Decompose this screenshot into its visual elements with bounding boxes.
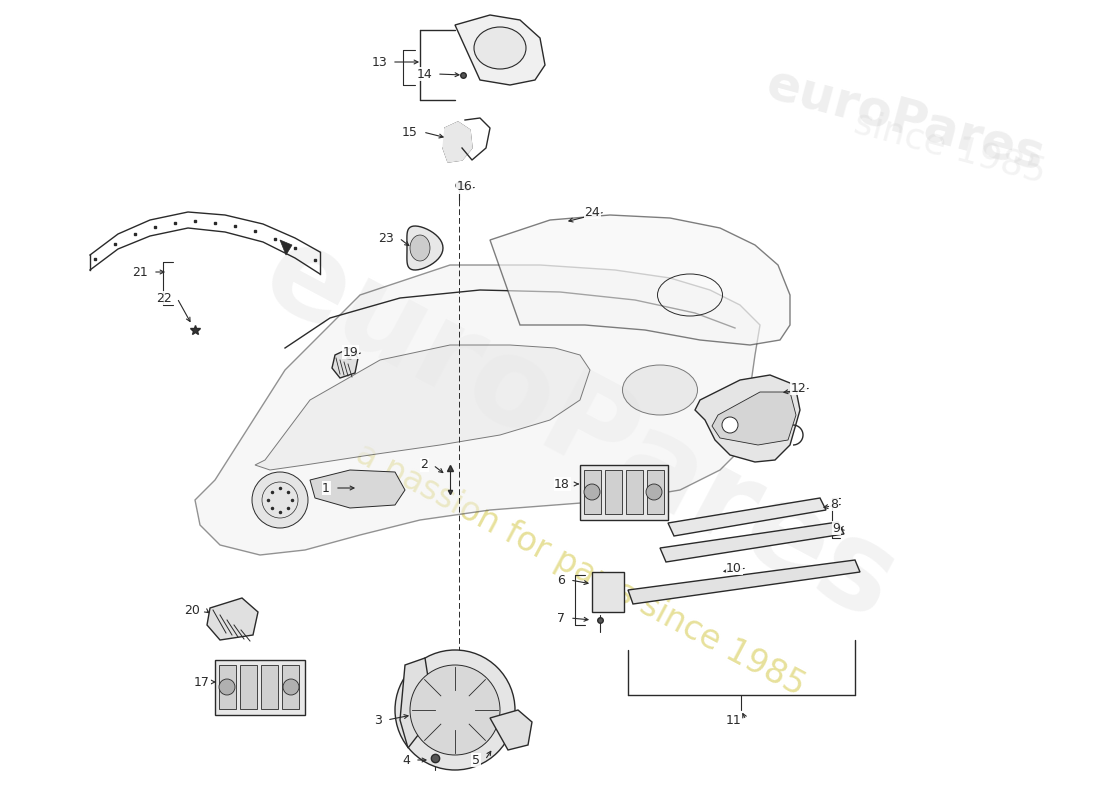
Text: 12: 12 (790, 382, 806, 394)
Bar (214, 660, 305, 715)
Bar (584, 470, 601, 514)
Text: 17: 17 (194, 675, 210, 689)
Bar (647, 470, 664, 514)
Text: 19: 19 (342, 346, 358, 358)
Polygon shape (668, 498, 826, 536)
Text: 9: 9 (832, 522, 840, 534)
Polygon shape (455, 15, 544, 85)
Text: 20: 20 (184, 603, 200, 617)
Text: a passion for parts since 1985: a passion for parts since 1985 (350, 437, 811, 703)
Bar (219, 665, 236, 709)
Bar (240, 665, 257, 709)
Circle shape (395, 650, 515, 770)
Text: 16: 16 (456, 181, 472, 194)
Text: 6: 6 (557, 574, 565, 586)
Circle shape (584, 484, 600, 500)
Text: 21: 21 (132, 266, 148, 278)
Ellipse shape (623, 365, 697, 415)
Text: 11: 11 (725, 714, 741, 726)
Ellipse shape (474, 27, 526, 69)
Bar (580, 465, 668, 520)
Polygon shape (280, 240, 292, 255)
Polygon shape (695, 375, 800, 462)
Text: 2: 2 (420, 458, 428, 471)
Bar (261, 665, 278, 709)
Bar (605, 470, 621, 514)
Text: 14: 14 (416, 67, 432, 81)
Text: since 1985: since 1985 (850, 105, 1050, 189)
Circle shape (252, 472, 308, 528)
Text: 1: 1 (322, 482, 330, 494)
Text: euroPares: euroPares (244, 214, 916, 646)
Text: 15: 15 (403, 126, 418, 138)
Text: 4: 4 (403, 754, 410, 766)
Polygon shape (310, 470, 405, 508)
Bar (282, 665, 299, 709)
Circle shape (410, 665, 500, 755)
Text: 10: 10 (726, 562, 742, 574)
Polygon shape (195, 265, 760, 555)
Text: 7: 7 (557, 611, 565, 625)
Text: euroPares: euroPares (761, 60, 1050, 180)
Text: 18: 18 (554, 478, 570, 490)
Text: 13: 13 (372, 55, 387, 69)
Polygon shape (490, 215, 790, 345)
Polygon shape (712, 392, 796, 445)
Text: 22: 22 (156, 291, 172, 305)
Bar (626, 470, 644, 514)
Polygon shape (400, 658, 430, 748)
Bar (592, 572, 624, 612)
Polygon shape (207, 598, 258, 640)
Text: 24: 24 (584, 206, 600, 218)
Polygon shape (410, 235, 430, 261)
Text: 23: 23 (378, 231, 394, 245)
Polygon shape (255, 345, 590, 470)
Circle shape (219, 679, 235, 695)
Polygon shape (443, 122, 472, 162)
Text: 3: 3 (374, 714, 382, 726)
Polygon shape (332, 348, 358, 378)
Text: 5: 5 (472, 754, 480, 766)
Polygon shape (407, 226, 443, 270)
Polygon shape (660, 522, 844, 562)
Polygon shape (628, 560, 860, 604)
Circle shape (722, 417, 738, 433)
Circle shape (283, 679, 299, 695)
Text: 8: 8 (830, 498, 838, 510)
Polygon shape (490, 710, 532, 750)
Circle shape (646, 484, 662, 500)
